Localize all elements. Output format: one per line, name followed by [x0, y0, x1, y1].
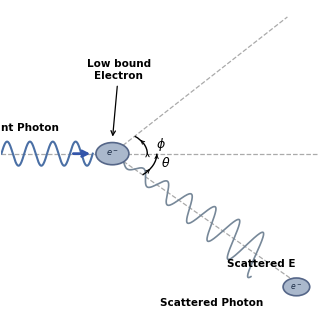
Text: nt Photon: nt Photon: [1, 123, 59, 133]
Text: Low bound
Electron: Low bound Electron: [87, 59, 151, 135]
Text: $e^-$: $e^-$: [290, 282, 302, 292]
Text: Scattered E: Scattered E: [227, 260, 295, 269]
Ellipse shape: [96, 142, 129, 165]
Text: Scattered Photon: Scattered Photon: [160, 298, 263, 308]
Ellipse shape: [283, 278, 310, 296]
Text: $\theta$: $\theta$: [161, 156, 170, 170]
Text: $\phi$: $\phi$: [156, 136, 166, 153]
Text: $e^-$: $e^-$: [106, 149, 119, 158]
